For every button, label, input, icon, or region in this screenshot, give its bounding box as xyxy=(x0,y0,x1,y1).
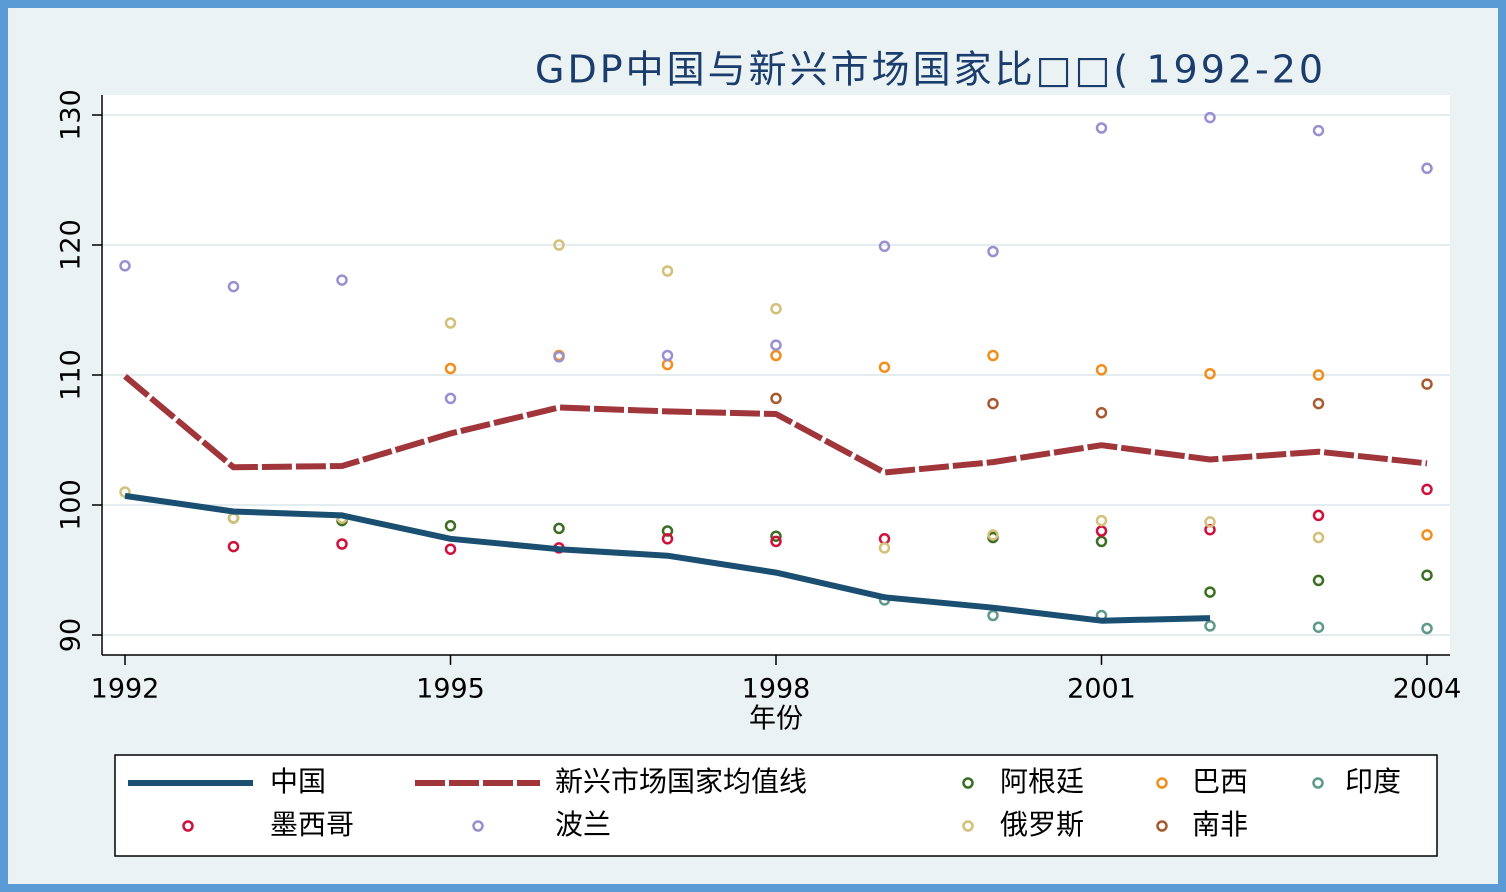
x-tick-label: 1998 xyxy=(742,674,811,705)
point xyxy=(553,351,565,363)
point xyxy=(770,349,782,362)
point xyxy=(553,239,565,251)
point xyxy=(1204,586,1216,598)
point xyxy=(1421,378,1433,390)
x-tick-label: 2004 xyxy=(1393,674,1462,705)
point xyxy=(227,540,240,553)
point xyxy=(1312,509,1325,522)
point xyxy=(444,362,457,375)
point xyxy=(444,317,457,329)
point xyxy=(1312,369,1325,381)
point xyxy=(1312,574,1325,587)
y-tick-label: 110 xyxy=(56,349,87,401)
point xyxy=(770,535,782,548)
point xyxy=(444,520,457,532)
legend xyxy=(114,754,1438,857)
point xyxy=(1421,569,1433,581)
legend-swatch xyxy=(1156,777,1168,789)
point xyxy=(1095,364,1108,376)
point xyxy=(336,274,348,286)
point xyxy=(770,302,782,315)
legend-label: 俄罗斯 xyxy=(1000,808,1084,841)
chart-title: GDP中国与新兴市场国家比□□( 1992-20 xyxy=(535,48,1326,92)
point xyxy=(987,245,999,258)
point xyxy=(119,260,131,272)
legend-swatch xyxy=(1312,777,1324,789)
point xyxy=(661,533,674,545)
point xyxy=(1204,367,1216,380)
point xyxy=(987,529,999,541)
x-axis-label: 年份 xyxy=(749,704,803,735)
point xyxy=(1312,124,1325,137)
point xyxy=(770,530,782,542)
point xyxy=(987,609,999,622)
point xyxy=(1421,162,1433,175)
point xyxy=(444,543,457,555)
y-tick-label: 100 xyxy=(56,479,87,531)
point xyxy=(878,361,891,373)
point xyxy=(1312,621,1325,633)
point xyxy=(1421,483,1433,496)
point xyxy=(1095,122,1108,134)
point xyxy=(987,349,999,362)
series-line xyxy=(123,374,1428,476)
point xyxy=(770,392,782,405)
y-tick-label: 130 xyxy=(56,89,87,141)
point xyxy=(1095,406,1108,419)
point xyxy=(227,280,240,293)
point xyxy=(1312,397,1325,410)
y-tick-label: 120 xyxy=(56,219,87,271)
legend-swatch xyxy=(472,820,484,832)
legend-label: 南非 xyxy=(1192,808,1248,841)
point xyxy=(553,522,565,535)
point xyxy=(1095,514,1108,527)
x-tick-label: 1995 xyxy=(416,674,485,705)
point xyxy=(770,339,782,351)
series-line xyxy=(124,492,1211,624)
point xyxy=(1204,620,1216,632)
point xyxy=(878,542,891,554)
legend-label: 波兰 xyxy=(555,808,611,841)
point xyxy=(336,538,348,550)
point xyxy=(661,349,674,362)
legend-label: 印度 xyxy=(1345,765,1401,798)
legend-swatch xyxy=(1156,820,1168,832)
legend-label: 巴西 xyxy=(1192,765,1248,798)
point xyxy=(1204,111,1216,124)
point xyxy=(1421,622,1433,635)
point xyxy=(1204,516,1216,528)
x-tick-label: 2001 xyxy=(1067,674,1136,705)
point xyxy=(878,240,891,253)
legend-label: 阿根廷 xyxy=(1000,765,1084,798)
point xyxy=(1421,529,1433,541)
x-tick-label: 1992 xyxy=(91,674,160,705)
point xyxy=(987,397,999,410)
y-tick-label: 90 xyxy=(56,618,87,652)
point xyxy=(444,392,457,405)
legend-swatch xyxy=(962,777,974,789)
legend-label: 中国 xyxy=(270,765,326,798)
point xyxy=(1095,525,1108,537)
legend-label: 墨西哥 xyxy=(270,808,354,841)
point xyxy=(661,265,674,277)
point xyxy=(1312,531,1325,544)
legend-label: 新兴市场国家均值线 xyxy=(555,765,807,798)
legend-swatch xyxy=(962,820,974,832)
point xyxy=(1095,535,1108,548)
legend-swatch xyxy=(182,820,194,832)
